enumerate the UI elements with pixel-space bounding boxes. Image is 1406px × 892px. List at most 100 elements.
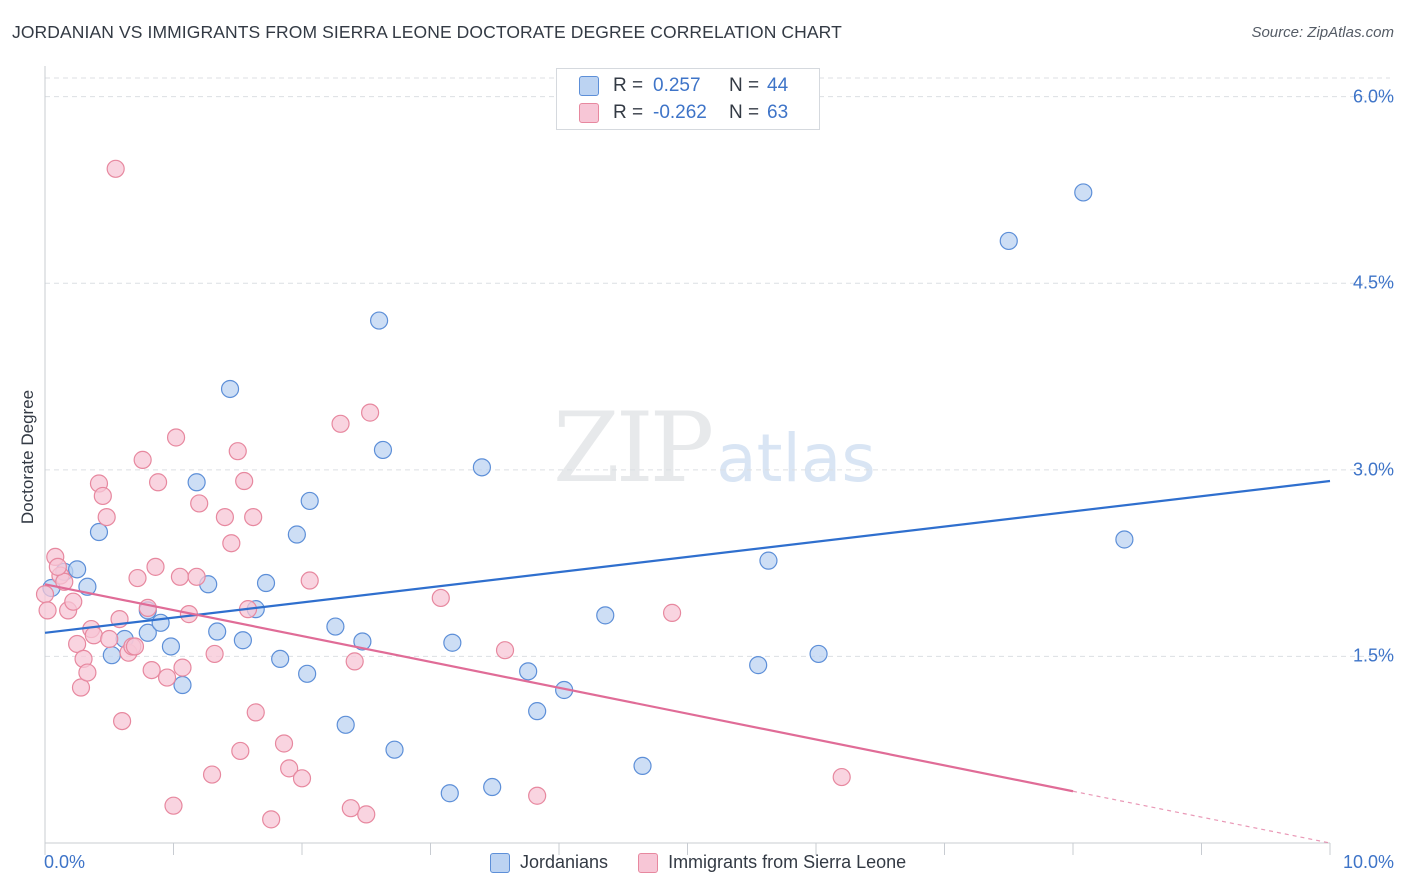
chart-title: JORDANIAN VS IMMIGRANTS FROM SIERRA LEON… <box>12 22 842 42</box>
legend-n-value: 63 <box>767 102 789 123</box>
data-point-sierra-leone <box>231 741 250 761</box>
data-point-sierra-leone <box>148 473 168 492</box>
data-point-jordanian <box>68 560 87 579</box>
data-point-jordanian <box>1115 530 1134 549</box>
data-point-jordanian <box>749 656 768 675</box>
data-point-sierra-leone <box>300 571 319 590</box>
y-tick-label-1-5: 1.5% <box>1352 645 1394 666</box>
data-point-sierra-leone <box>431 588 450 608</box>
data-point-jordanian <box>809 644 828 664</box>
data-point-sierra-leone <box>244 507 263 527</box>
data-point-jordanian <box>519 662 538 681</box>
data-point-sierra-leone <box>133 450 152 469</box>
legend-swatch-sierra-leone <box>579 103 599 123</box>
series-legend: Jordanians Immigrants from Sierra Leone <box>490 852 936 873</box>
legend-r-label: R = <box>613 75 644 96</box>
data-point-sierra-leone <box>142 660 161 680</box>
data-point-jordanian <box>187 473 206 492</box>
data-point-jordanian <box>256 573 276 593</box>
series-label-jordanians: Jordanians <box>520 852 609 872</box>
data-point-sierra-leone <box>138 598 157 618</box>
data-point-sierra-leone <box>48 557 67 576</box>
data-point-jordanian <box>208 622 227 641</box>
data-point-sierra-leone <box>246 703 265 722</box>
data-point-sierra-leone <box>78 663 97 682</box>
data-point-jordanian <box>373 440 393 460</box>
data-point-sierra-leone <box>205 644 224 664</box>
data-point-sierra-leone <box>341 799 360 818</box>
series-swatch-sierra-leone <box>638 852 659 873</box>
data-point-jordanian <box>138 623 157 642</box>
data-point-sierra-leone <box>495 641 515 660</box>
legend-row-jordanians: R = 0.257 N = 44 <box>579 74 788 98</box>
legend-r-value: -0.262 <box>653 102 707 123</box>
watermark: ZIPatlas <box>553 400 876 496</box>
data-point-sierra-leone <box>35 585 55 604</box>
data-point-sierra-leone <box>262 810 281 829</box>
legend-n-label: N = <box>729 102 760 123</box>
data-point-sierra-leone <box>361 403 380 422</box>
data-point-jordanian <box>440 784 459 803</box>
data-point-jordanian <box>287 525 306 544</box>
legend-r-value: 0.257 <box>653 75 701 96</box>
data-point-sierra-leone <box>64 592 83 611</box>
data-point-sierra-leone <box>38 601 57 620</box>
watermark-atlas: atlas <box>716 420 876 497</box>
data-point-jordanian <box>102 646 121 665</box>
data-point-jordanian <box>161 637 181 656</box>
data-point-sierra-leone <box>187 567 206 586</box>
data-point-sierra-leone <box>235 471 254 491</box>
data-point-sierra-leone <box>166 428 186 447</box>
data-point-sierra-leone <box>100 629 119 649</box>
data-point-sierra-leone <box>662 603 682 622</box>
data-point-sierra-leone <box>832 767 851 787</box>
data-point-jordanian <box>443 633 462 652</box>
data-point-sierra-leone <box>357 805 376 824</box>
data-point-jordanian <box>300 491 319 511</box>
data-point-jordanian <box>353 632 372 651</box>
data-point-sierra-leone <box>345 652 364 671</box>
data-point-jordanian <box>233 631 252 650</box>
trend-line-jordanian <box>44 479 1331 634</box>
source-credit: Source: ZipAtlas.com <box>1251 24 1394 41</box>
data-point-sierra-leone <box>215 507 234 527</box>
data-point-jordanian <box>370 311 389 330</box>
data-point-jordanian <box>633 756 652 775</box>
legend-n-value: 44 <box>767 75 789 96</box>
data-point-jordanian <box>385 740 404 759</box>
data-point-jordanian <box>336 715 355 734</box>
data-point-sierra-leone <box>125 637 145 656</box>
data-point-sierra-leone <box>292 769 312 788</box>
data-point-jordanian <box>528 702 547 721</box>
data-point-sierra-leone <box>331 414 350 433</box>
data-point-jordanian <box>596 606 615 625</box>
trend-line-sierra-leone <box>44 583 1074 793</box>
y-tick-label-3-0: 3.0% <box>1352 459 1394 480</box>
data-point-jordanian <box>999 231 1018 251</box>
data-point-jordanian <box>89 522 109 542</box>
data-point-jordanian <box>271 649 290 669</box>
data-point-sierra-leone <box>97 507 116 527</box>
series-label-sierra-leone: Immigrants from Sierra Leone <box>668 852 907 872</box>
x-tick-label-min: 0.0% <box>44 852 86 872</box>
data-point-sierra-leone <box>202 765 222 784</box>
data-point-jordanian <box>1074 183 1093 202</box>
data-point-jordanian <box>472 458 491 477</box>
data-point-sierra-leone <box>146 557 165 576</box>
data-point-sierra-leone <box>173 658 192 677</box>
data-point-jordanian <box>759 551 778 570</box>
legend-row-sierra-leone: R = -0.262 N = 63 <box>579 101 788 125</box>
data-point-jordanian <box>173 675 192 695</box>
data-point-sierra-leone <box>280 759 299 778</box>
data-point-sierra-leone <box>274 734 294 753</box>
data-point-jordanian <box>151 613 170 632</box>
data-point-sierra-leone <box>528 786 547 805</box>
x-tick-label-max: 10.0% <box>1342 852 1394 872</box>
data-point-sierra-leone <box>164 796 183 815</box>
data-point-sierra-leone <box>93 486 112 506</box>
y-tick-label-6-0: 6.0% <box>1352 86 1394 107</box>
correlation-legend: R = 0.257 N = 44 R = -0.262 N = 63 <box>556 68 820 130</box>
data-point-jordanian <box>298 664 317 683</box>
data-point-sierra-leone <box>222 534 241 553</box>
legend-r-label: R = <box>613 102 644 123</box>
